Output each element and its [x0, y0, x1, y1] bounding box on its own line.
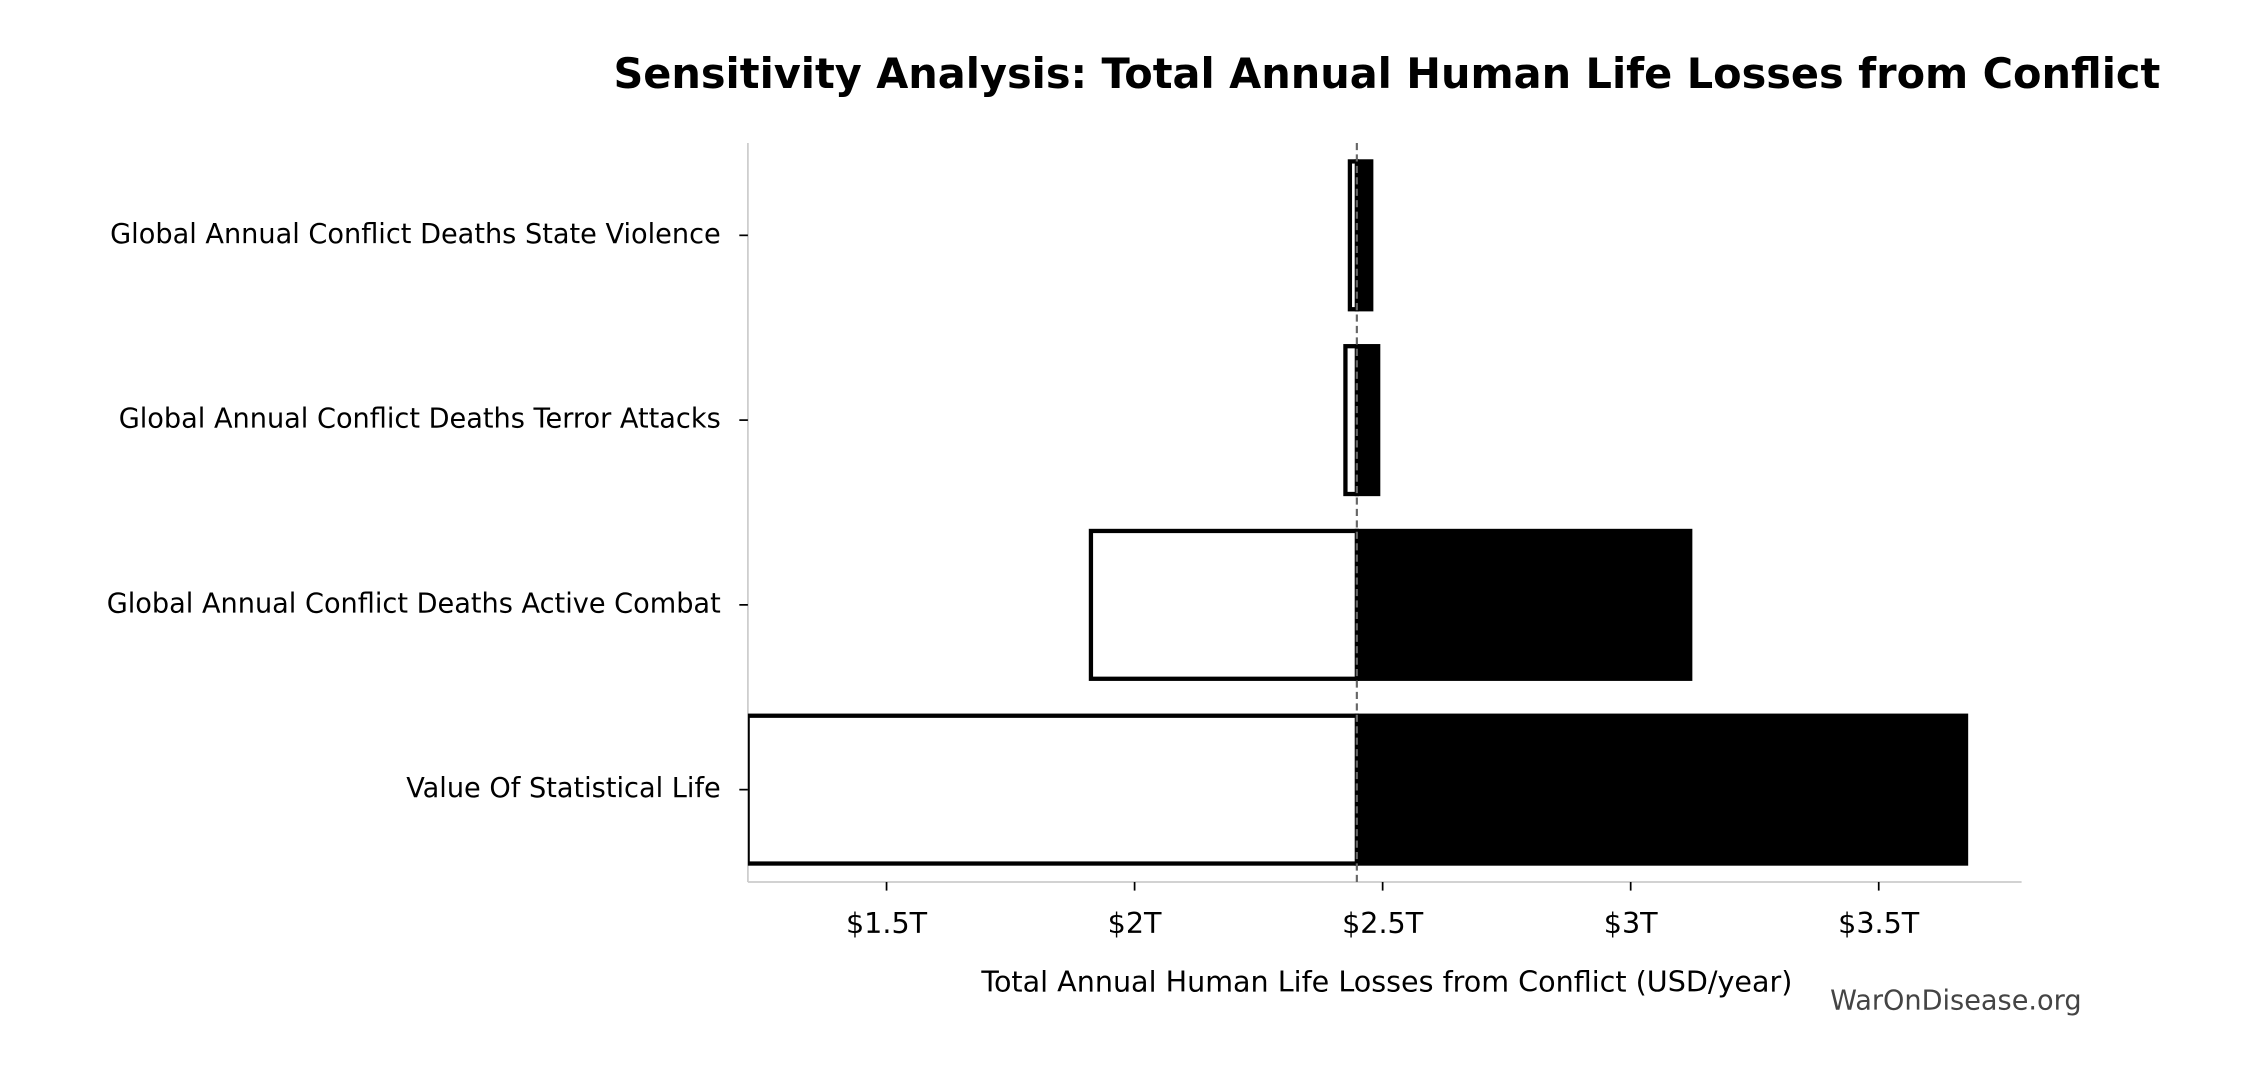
x-tick-label: $3T: [1604, 906, 1658, 940]
y-tick-label: Global Annual Conflict Deaths State Viol…: [110, 219, 721, 250]
x-tick-label: $3.5T: [1838, 906, 1920, 940]
low-bar: [1343, 344, 1359, 497]
watermark: WarOnDisease.org: [1830, 986, 2082, 1017]
low-bar: [1088, 528, 1359, 681]
low-bar: [747, 713, 1359, 866]
x-tick-label: $2.5T: [1342, 906, 1424, 940]
high-bar: [1354, 159, 1374, 312]
high-bar: [1354, 713, 1969, 866]
y-tick-label: Global Annual Conflict Deaths Active Com…: [107, 588, 721, 619]
x-axis-label: Total Annual Human Life Losses from Conf…: [980, 965, 1792, 999]
high-bar: [1354, 528, 1693, 681]
bars: [747, 159, 1969, 866]
x-tick-label: $1.5T: [846, 906, 928, 940]
y-tick-label: Global Annual Conflict Deaths Terror Att…: [119, 404, 721, 435]
high-bar: [1354, 344, 1381, 497]
y-tick-label: Value Of Statistical Life: [406, 773, 721, 804]
chart-title: Sensitivity Analysis: Total Annual Human…: [613, 50, 2160, 98]
x-tick-label: $2T: [1108, 906, 1162, 940]
